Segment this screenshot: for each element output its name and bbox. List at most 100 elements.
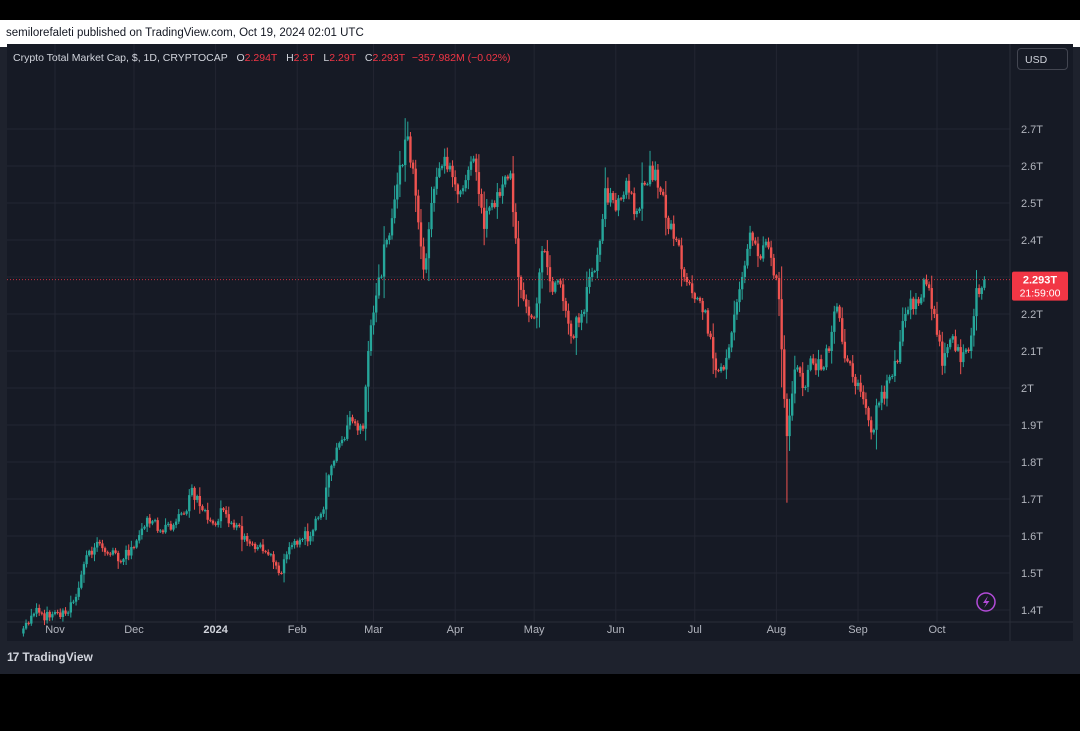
candle [646, 184, 649, 186]
candle [240, 526, 244, 540]
candle [288, 547, 291, 555]
candle [909, 298, 912, 310]
candle [519, 277, 523, 290]
candle [648, 165, 652, 185]
candle [311, 530, 315, 536]
candle [180, 513, 183, 515]
candle [530, 315, 533, 318]
candle [706, 310, 710, 334]
candle [504, 176, 507, 185]
candle [472, 158, 475, 162]
time-axis[interactable]: Nov Dec 2024 Feb Mar Apr May Jun Jul Aug Sep Oct [45, 624, 945, 636]
candle [714, 358, 718, 371]
candle [801, 372, 804, 388]
lightning-icon[interactable] [976, 592, 996, 612]
candle [327, 475, 331, 488]
candle [511, 173, 515, 213]
candle [53, 611, 57, 615]
candle [880, 391, 883, 403]
candle [635, 210, 639, 215]
high-value: 2.3T [293, 52, 315, 64]
candle [914, 299, 918, 310]
price-axis-label: 2T [1021, 383, 1034, 395]
candle [259, 544, 262, 548]
candle [535, 303, 539, 318]
time-axis-label: May [524, 624, 545, 636]
candle [954, 336, 957, 351]
candle [30, 615, 33, 624]
candle [785, 398, 789, 437]
candle [169, 523, 173, 530]
candle [604, 188, 607, 220]
candle [896, 360, 899, 363]
candle [827, 348, 831, 351]
candle [980, 287, 983, 295]
candle [819, 359, 823, 370]
candle [501, 184, 504, 196]
price-axis-label: 2.2T [1021, 309, 1043, 321]
candle [701, 300, 704, 313]
candle [145, 517, 149, 527]
candle [272, 554, 275, 563]
tradingview-logo[interactable]: 17 TradingView [7, 650, 93, 664]
candle [303, 531, 307, 539]
candle [267, 552, 270, 555]
candle [401, 165, 404, 167]
candle [140, 528, 144, 536]
candle [90, 550, 94, 555]
price-axis[interactable]: 1.4T1.5T1.6T1.7T1.8T1.9T2T2.1T2.2T2.3T2.… [1021, 124, 1043, 617]
footer-bar: 17 TradingView [0, 641, 1080, 674]
candle [572, 336, 575, 338]
candle [846, 358, 849, 362]
time-axis-label: Jun [607, 624, 625, 636]
candle [764, 241, 768, 246]
candle [251, 543, 254, 545]
candle [546, 251, 549, 268]
candle [88, 550, 91, 556]
publish-bar: semilorefaleti published on TradingView.… [0, 20, 1080, 47]
candle [264, 551, 267, 553]
price-chart[interactable]: 1.4T 1.5T 1.6T 1.7T 1.8T 1.9T 2T 2.1T 2.2T 2.3T 2.… [7, 44, 1073, 641]
candle [296, 541, 299, 545]
candle [712, 337, 715, 359]
candle [806, 369, 810, 387]
candle [338, 443, 341, 448]
candle [330, 465, 333, 476]
candle [227, 514, 230, 524]
candle [877, 402, 881, 406]
candle [920, 297, 923, 304]
candle [917, 299, 920, 304]
candle [585, 287, 589, 312]
candle [748, 232, 752, 249]
time-axis-label: Oct [928, 624, 945, 636]
candle [951, 336, 954, 340]
candle [480, 194, 483, 208]
candle [122, 559, 125, 562]
candle [45, 611, 49, 621]
candle [685, 277, 689, 283]
candle [814, 363, 818, 371]
candle [609, 193, 612, 203]
candle [622, 194, 625, 199]
currency-button[interactable]: USD [1017, 48, 1068, 70]
time-axis-label: Aug [767, 624, 787, 636]
time-axis-label: 2024 [203, 624, 228, 636]
candle [335, 447, 338, 461]
candle [856, 382, 860, 387]
candle [867, 407, 870, 421]
tradingview-logo-icon: 17 [7, 650, 19, 664]
candle [59, 612, 62, 618]
open-value: 2.294T [244, 52, 278, 64]
tradingview-brand: TradingView [22, 650, 93, 664]
candle [111, 550, 115, 555]
candle [841, 318, 844, 342]
time-axis-label: Apr [447, 624, 464, 636]
candle [390, 218, 394, 236]
candle [453, 177, 457, 185]
price-axis-label: 1.9T [1021, 420, 1043, 432]
candle [451, 165, 454, 178]
candle [482, 207, 486, 229]
candle [938, 334, 941, 342]
candle [72, 601, 75, 603]
candle [35, 607, 38, 614]
